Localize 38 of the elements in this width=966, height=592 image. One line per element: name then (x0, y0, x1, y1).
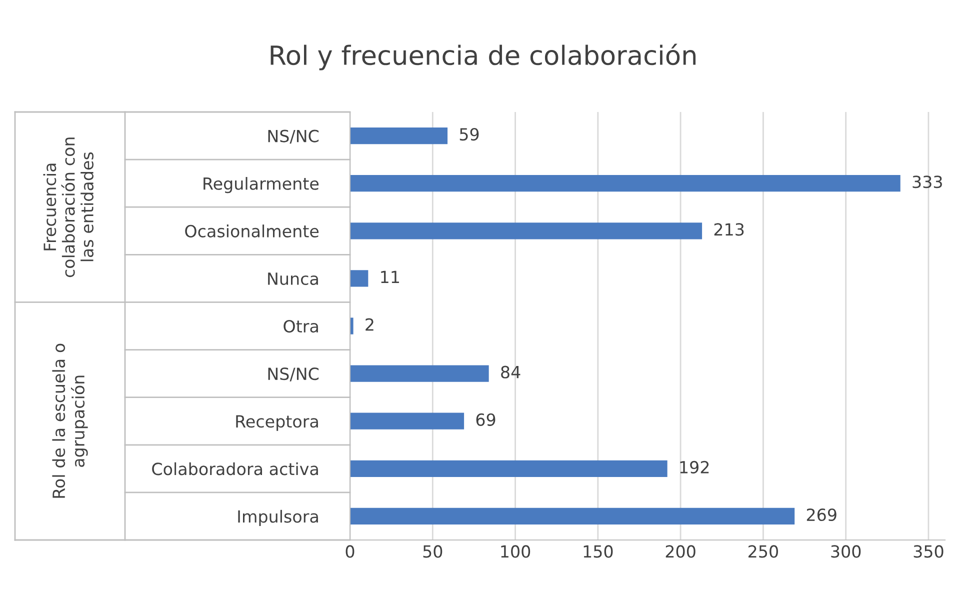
bar (350, 175, 900, 192)
bar (350, 508, 795, 525)
x-tick-label: 0 (346, 545, 354, 558)
x-tick-label: 200 (666, 545, 696, 558)
y-tick-label: Regularmente (204, 177, 319, 194)
bar (350, 460, 668, 477)
x-tick-label: 350 (914, 545, 944, 558)
bar (350, 222, 702, 240)
data-label: 59 (460, 128, 479, 141)
text: Frecuencia colaboración con las entidades (43, 138, 94, 278)
data-label: 11 (381, 270, 399, 284)
bar (350, 270, 368, 287)
data-label: 84 (501, 366, 520, 378)
data-label: 2 (366, 318, 374, 331)
x-tick-label: 250 (748, 545, 778, 558)
chart-title: Rol y frecuencia de colaboración (270, 44, 696, 70)
x-tick-label: 150 (584, 545, 613, 558)
data-label: 192 (680, 460, 709, 474)
y-tick-label: Nunca (268, 272, 318, 286)
data-label: 69 (476, 413, 496, 426)
x-tick-label: 300 (831, 545, 861, 558)
x-tick-label: 100 (501, 545, 530, 558)
bar (350, 412, 464, 430)
bar (350, 127, 448, 144)
bar (350, 365, 489, 382)
y-tick-label: Ocasionalmente (185, 224, 319, 238)
data-label: 213 (714, 223, 744, 236)
y-tick-label: Impulsora (238, 510, 318, 526)
bar (350, 318, 354, 334)
y-tick-label: NS/NC (268, 368, 319, 382)
y-tick-label: NS/NC (268, 130, 319, 144)
x-tick-label: 50 (423, 545, 442, 558)
y-tick-label: Receptora (236, 415, 318, 431)
y-tick-label: Otra (284, 320, 318, 333)
data-label: 269 (806, 508, 836, 522)
text: Rol de la escuela o agrupación (52, 344, 88, 498)
data-label: 333 (912, 176, 942, 188)
y-tick-label: Colaboradora activa (152, 462, 318, 476)
